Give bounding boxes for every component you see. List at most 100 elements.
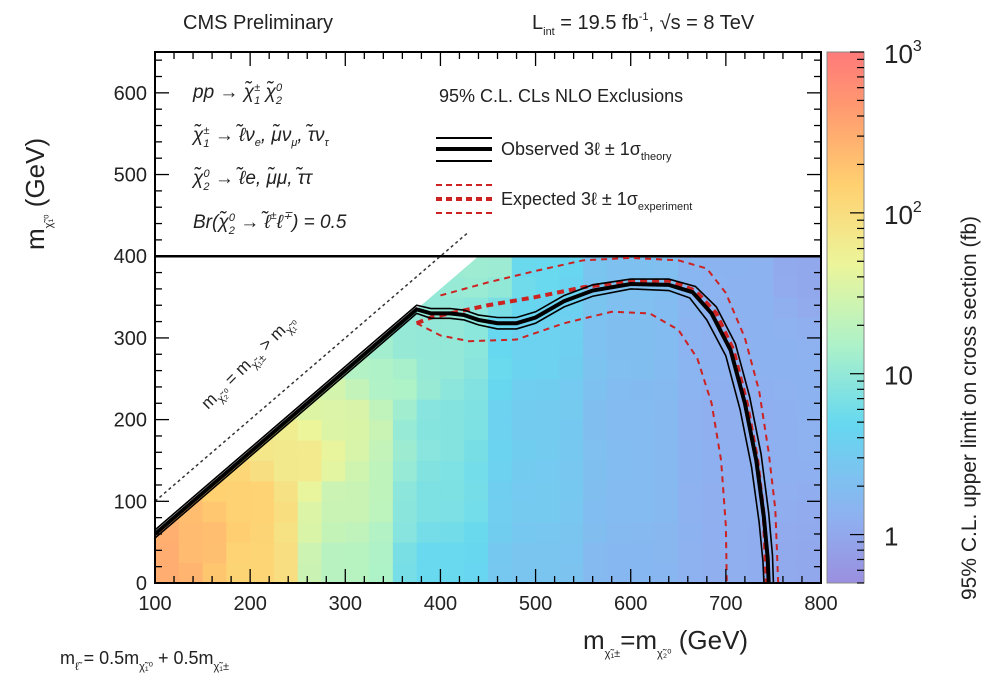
heatmap-cell: [797, 318, 821, 339]
heatmap-cell: [417, 399, 441, 420]
heatmap-cell: [512, 420, 536, 441]
heatmap-cell: [583, 399, 607, 420]
z-tick-label: 102: [884, 199, 922, 230]
heatmap-cell: [607, 522, 631, 543]
heatmap-cell: [631, 460, 655, 481]
heatmap-cell: [631, 399, 655, 420]
heatmap-cell: [345, 481, 369, 502]
heatmap-cell: [773, 338, 797, 359]
header-left: CMS Preliminary: [183, 12, 333, 34]
heatmap-cell: [655, 379, 679, 400]
heatmap-cell: [655, 420, 679, 441]
heatmap-cell: [726, 522, 750, 543]
heatmap-cell: [417, 542, 441, 563]
heatmap-cell: [464, 542, 488, 563]
heatmap-cell: [773, 501, 797, 522]
heatmap-cell: [655, 358, 679, 379]
heatmap-cell: [631, 501, 655, 522]
heatmap-cell: [274, 501, 298, 522]
heatmap-cell: [631, 522, 655, 543]
heatmap-cell: [559, 379, 583, 400]
heatmap-cell: [393, 338, 417, 359]
y-tick-label: 500: [114, 165, 147, 187]
heatmap-cell: [678, 399, 702, 420]
process-line-4: Br(χ̃20 → ℓ̃±ℓ∓) = 0.5: [193, 210, 347, 237]
heatmap-cell: [702, 277, 726, 298]
heatmap-cell: [512, 522, 536, 543]
heatmap-cell: [750, 256, 774, 277]
heatmap-cell: [512, 460, 536, 481]
heatmap-cell: [203, 542, 227, 563]
heatmap-cell: [750, 297, 774, 318]
heatmap-cell: [512, 481, 536, 502]
heatmap-cell: [393, 379, 417, 400]
heatmap-cell: [488, 522, 512, 543]
heatmap-cell: [536, 481, 560, 502]
x-tick-label: 200: [233, 593, 266, 615]
heatmap-cell: [631, 542, 655, 563]
heatmap-cell: [559, 501, 583, 522]
heatmap-cell: [369, 358, 393, 379]
heatmap-cell: [607, 379, 631, 400]
heatmap-cell: [559, 481, 583, 502]
heatmap-cell: [369, 481, 393, 502]
heatmap-cell: [298, 420, 322, 441]
heatmap-cell: [797, 379, 821, 400]
heatmap-cell: [488, 460, 512, 481]
heatmap-cell: [797, 358, 821, 379]
heatmap-cell: [393, 501, 417, 522]
heatmap-cell: [678, 256, 702, 277]
heatmap-cell: [559, 256, 583, 277]
heatmap-cell: [536, 522, 560, 543]
heatmap-cell: [440, 379, 464, 400]
heatmap-cell: [655, 481, 679, 502]
heatmap-cell: [536, 460, 560, 481]
heatmap-cell: [203, 563, 227, 584]
heatmap-cell: [322, 440, 346, 461]
heatmap-cell: [750, 338, 774, 359]
heatmap-cell: [417, 420, 441, 441]
heatmap-cell: [631, 358, 655, 379]
footnote: mℓ̃ = 0.5mχ̃₁⁰ + 0.5mχ̃₁±: [60, 648, 229, 673]
heatmap-cell: [345, 563, 369, 584]
legend-title: 95% C.L. CLs NLO Exclusions: [439, 86, 683, 106]
heatmap-cell: [773, 522, 797, 543]
heatmap-cell: [512, 358, 536, 379]
heatmap-cell: [655, 501, 679, 522]
color-scale-bar: [827, 52, 864, 583]
heatmap-cell: [512, 542, 536, 563]
heatmap-cell: [702, 501, 726, 522]
heatmap-cell: [583, 501, 607, 522]
heatmap-cell: [678, 460, 702, 481]
heatmap-cell: [322, 501, 346, 522]
heatmap-cell: [417, 379, 441, 400]
heatmap-cell: [345, 522, 369, 543]
heatmap-cell: [750, 277, 774, 298]
heatmap-cell: [440, 358, 464, 379]
heatmap-cell: [773, 358, 797, 379]
heatmap-cell: [655, 399, 679, 420]
heatmap-cell: [678, 379, 702, 400]
heatmap-cell: [417, 481, 441, 502]
heatmap-cell: [322, 460, 346, 481]
heatmap-cell: [155, 542, 179, 563]
heatmap-cell: [250, 460, 274, 481]
heatmap-cell: [583, 297, 607, 318]
heatmap-cell: [726, 420, 750, 441]
heatmap-cell: [583, 460, 607, 481]
heatmap-cell: [488, 420, 512, 441]
heatmap-cell: [536, 338, 560, 359]
heatmap-cell: [345, 379, 369, 400]
heatmap-cell: [797, 338, 821, 359]
heatmap-cell: [607, 481, 631, 502]
heatmap-cell: [464, 379, 488, 400]
heatmap-cell: [226, 481, 250, 502]
heatmap-cell: [702, 256, 726, 277]
heatmap-cell: [488, 440, 512, 461]
heatmap-cell: [512, 563, 536, 584]
heatmap-cell: [393, 481, 417, 502]
heatmap-cell: [298, 501, 322, 522]
y-tick-label: 100: [114, 491, 147, 513]
heatmap-cell: [488, 358, 512, 379]
heatmap-cell: [274, 522, 298, 543]
